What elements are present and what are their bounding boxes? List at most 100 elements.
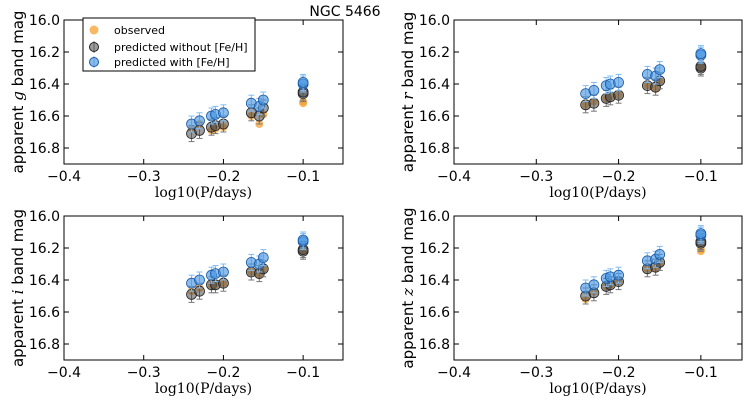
panels: −0.4 −0.3 −0.2 −0.116.016.216.416.616.8appa…: [9, 11, 743, 397]
legend-label-observed: observed: [114, 24, 165, 37]
series-without-z: [580, 233, 707, 305]
point-with-g-1: [194, 115, 205, 127]
figure-title: NGC 5466: [309, 4, 380, 20]
x-tick-label-g-0: −0.4: [47, 169, 81, 185]
y-axis-label-band: z: [399, 288, 417, 297]
x-tick-label-z-2: −0.2: [602, 365, 636, 381]
y-tick-label-z-2: 16.4: [419, 273, 450, 289]
y-tick-label-z-4: 16.8: [419, 337, 450, 353]
legend: observed predicted without [Fe/H] predic…: [82, 17, 256, 72]
plot-area-g: [186, 73, 309, 143]
y-axis-label-band: g: [9, 91, 27, 101]
y-axis-label-i: apparent i band mag: [9, 209, 27, 367]
y-tick-label-r-3: 16.6: [419, 109, 450, 125]
x-tick-label-g-2: −0.2: [206, 169, 240, 185]
panel-i: −0.4 −0.3 −0.2 −0.1 16.0 16.2 16.4 16.6 16.8appa…: [9, 209, 344, 397]
y-tick-label-z-3: 16.6: [419, 305, 450, 321]
y-axis-label-prefix: apparent: [9, 101, 27, 174]
y-tick-label-i-2: 16.4: [29, 273, 60, 289]
x-tick-label-z-0: −0.4: [437, 365, 471, 381]
x-tick-label-i-0: −0.4: [47, 365, 81, 381]
x-axis-label-i: log10(P/days): [155, 381, 252, 397]
legend-box: [82, 17, 256, 72]
x-tick-label-z-3: −0.1: [684, 365, 718, 381]
y-tick-label-g-2: 16.4: [29, 77, 60, 93]
series-observed-z: [581, 245, 705, 304]
point-with-i-9: [297, 234, 309, 246]
y-tick-label-z-0: 16.0: [419, 209, 450, 225]
x-tick-label-i-1: −0.3: [127, 365, 161, 381]
y-tick-label-i-4: 16.8: [29, 337, 60, 353]
x-tick-label-r-1: −0.3: [519, 169, 553, 185]
y-tick-label-g-4: 16.8: [29, 141, 60, 157]
point-with-i-4: [218, 266, 229, 278]
series-with-i: [186, 231, 309, 292]
y-tick-label-i-1: 16.2: [29, 241, 60, 257]
x-tick-label-g-1: −0.3: [127, 169, 161, 185]
axes-frame-i: [63, 215, 344, 361]
point-with-r-4: [613, 77, 624, 88]
y-tick-label-r-2: 16.4: [419, 77, 450, 93]
series-without-r: [580, 57, 707, 114]
point-with-r-9: [695, 48, 707, 59]
plot-area-r: [580, 45, 707, 114]
y-axis-label-suffix: band mag: [399, 207, 417, 288]
legend-label-with: predicted with [Fe/H]: [114, 56, 230, 69]
plot-area-z: [580, 225, 707, 305]
point-with-g-4: [218, 107, 229, 119]
y-axis-label-prefix: apparent: [399, 100, 417, 173]
point-with-r-1: [588, 85, 600, 96]
y-axis-label-g: apparent g band mag: [9, 11, 27, 174]
axes-frame-z: [453, 215, 743, 361]
x-tick-label-r-0: −0.4: [437, 169, 471, 185]
point-without-r-4: [613, 89, 624, 101]
series-with-g: [186, 73, 309, 133]
axes-frame-r: [453, 19, 743, 165]
legend-label-without: predicted without [Fe/H]: [114, 41, 248, 54]
x-tick-label-i-2: −0.2: [206, 365, 240, 381]
y-tick-label-r-4: 16.8: [419, 141, 450, 157]
y-axis-label-r: apparent r band mag: [399, 12, 417, 172]
y-axis-label-suffix: band mag: [399, 12, 417, 93]
point-with-z-1: [588, 279, 600, 291]
legend-marker-without: [89, 42, 99, 52]
legend-marker-observed: [89, 25, 99, 35]
x-axis-label-g: log10(P/days): [155, 185, 252, 201]
plot-area-i: [186, 231, 309, 303]
y-axis-label-band: i: [9, 289, 27, 294]
point-with-z-4: [613, 269, 624, 281]
panel-z: −0.4 −0.3 −0.2 −0.1 16.0 16.2 16.4 16.6 16.8appa…: [399, 207, 743, 397]
y-tick-label-i-0: 16.0: [29, 209, 60, 225]
x-tick-label-i-3: −0.1: [286, 365, 320, 381]
x-tick-label-r-2: −0.2: [602, 169, 636, 185]
point-with-i-1: [194, 274, 205, 286]
point-with-z-7: [654, 248, 666, 260]
series-with-r: [580, 45, 707, 103]
y-axis-label-band: r: [399, 92, 417, 100]
point-without-r-1: [588, 97, 600, 109]
y-axis-label-prefix: apparent: [9, 294, 27, 367]
point-with-g-9: [297, 77, 309, 88]
y-tick-label-g-3: 16.6: [29, 109, 60, 125]
y-tick-label-g-0: 16.0: [29, 13, 60, 29]
y-tick-label-g-1: 16.2: [29, 45, 60, 61]
series-without-g: [186, 83, 309, 143]
y-axis-label-suffix: band mag: [9, 11, 27, 92]
y-tick-label-r-0: 16.0: [419, 13, 450, 29]
y-tick-label-i-3: 16.6: [29, 305, 60, 321]
y-tick-label-z-1: 16.2: [419, 241, 450, 257]
point-with-r-7: [654, 64, 666, 75]
point-with-i-7: [257, 252, 269, 264]
y-axis-label-prefix: apparent: [399, 296, 417, 369]
point-with-z-9: [695, 228, 707, 240]
y-axis-label-suffix: band mag: [9, 209, 27, 290]
y-axis-label-z: apparent z band mag: [399, 207, 417, 368]
x-axis-label-r: log10(P/days): [549, 185, 646, 201]
x-tick-label-g-3: −0.1: [286, 169, 320, 185]
panel-g: −0.4 −0.3 −0.2 −0.1 16.0 16.2 16.4 16.6 16.8appa…: [9, 11, 344, 201]
x-tick-label-z-1: −0.3: [519, 365, 553, 381]
point-with-g-7: [257, 94, 269, 106]
legend-marker-with: [89, 57, 99, 67]
x-axis-label-z: log10(P/days): [549, 381, 646, 397]
